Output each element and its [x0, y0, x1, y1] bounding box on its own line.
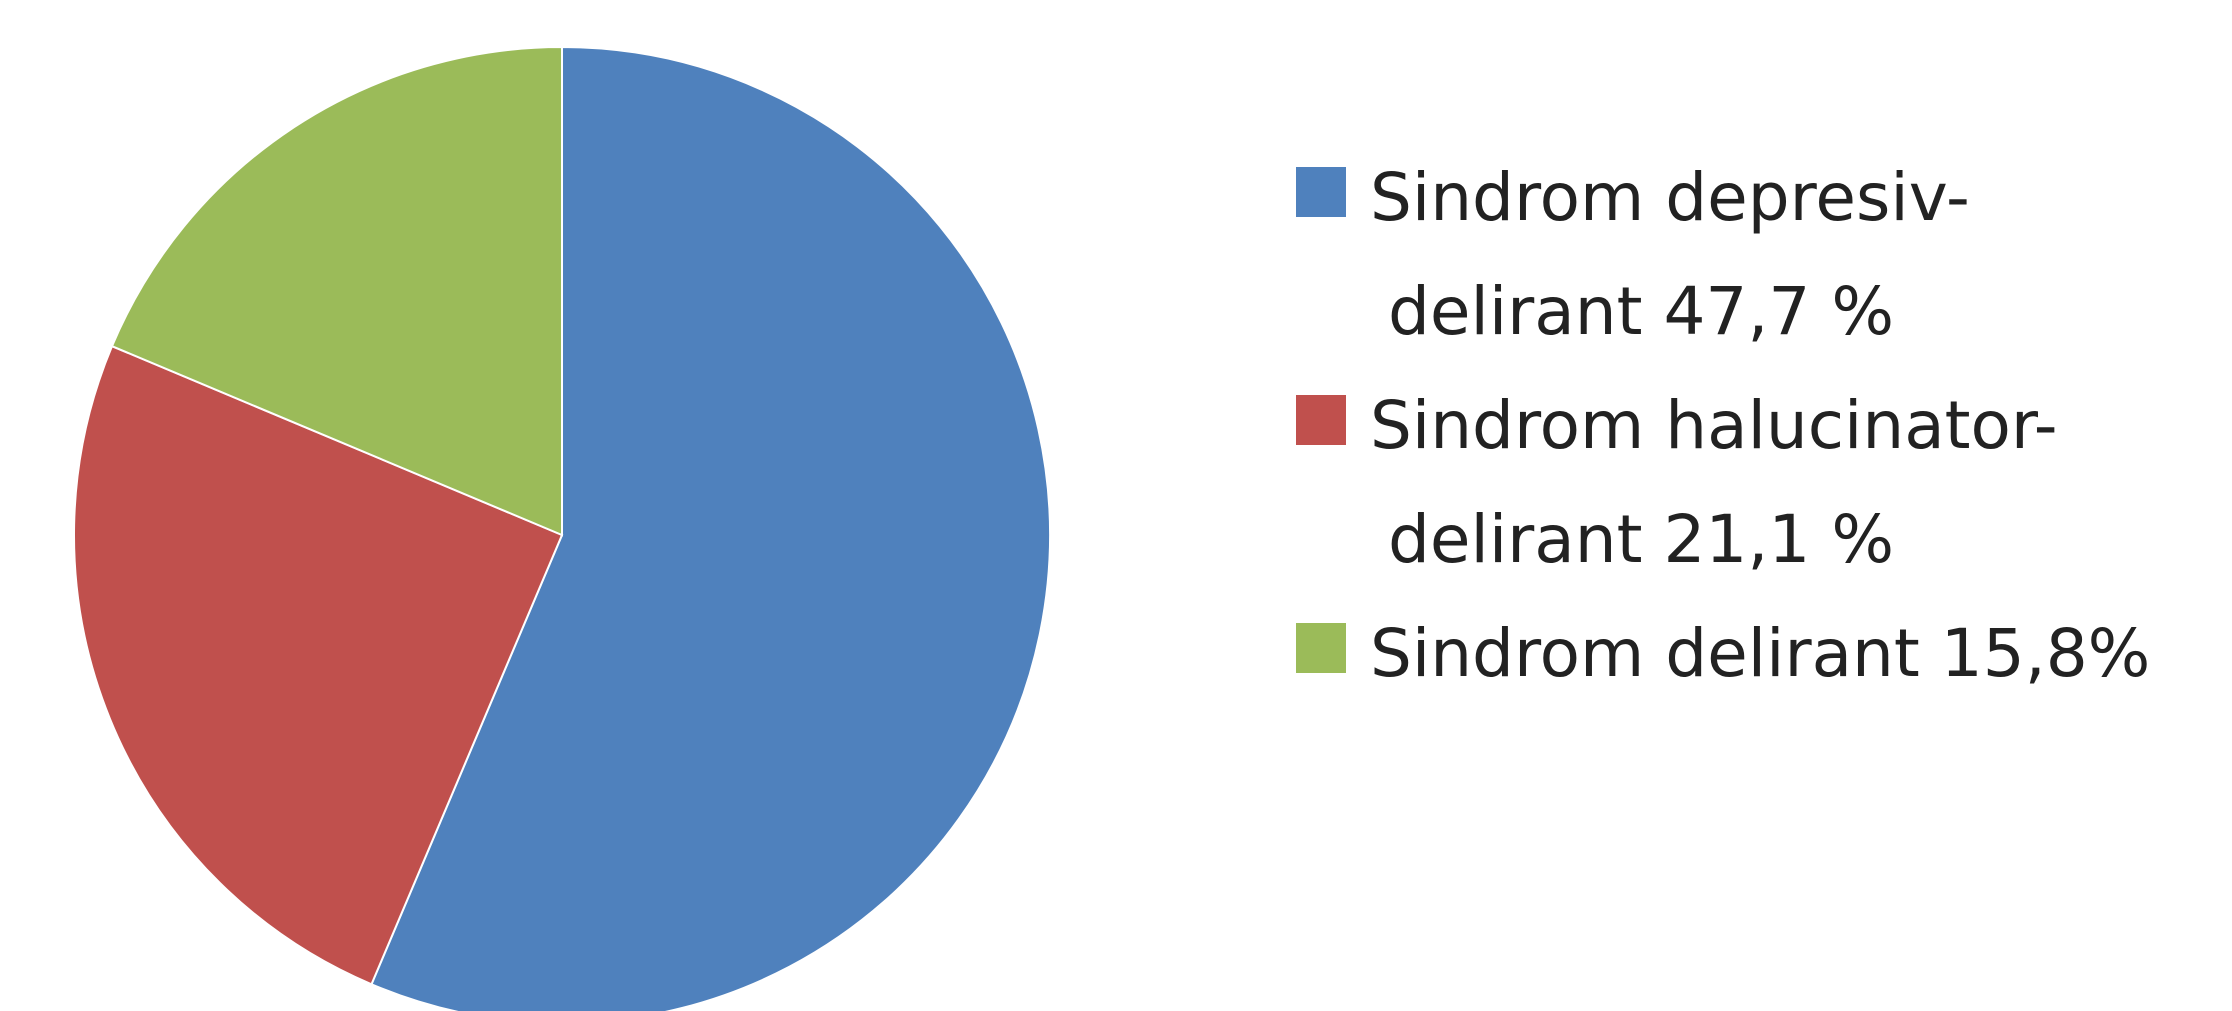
pie-slice-3 [110, 45, 563, 537]
pie-slice-2 [73, 344, 564, 986]
legend-label-1-line-2: delirant 47,7 % [1388, 273, 1894, 350]
legend-item-3: Sindrom delirant 15,8% [1296, 615, 2150, 692]
legend-swatch-1 [1296, 167, 1346, 217]
legend-label-1-line-1: Sindrom depresiv- [1370, 159, 1970, 236]
legend-label-2-line-1: Sindrom halucinator- [1370, 387, 2058, 464]
legend-swatch-2 [1296, 395, 1346, 445]
pie-slices [73, 45, 1051, 1011]
legend-item-2: Sindrom halucinator-delirant 21,1 % [1296, 387, 2058, 578]
legend-label-2-line-2: delirant 21,1 % [1388, 501, 1894, 578]
legend-label-3-line-1: Sindrom delirant 15,8% [1370, 615, 2150, 692]
legend: Sindrom depresiv-delirant 47,7 %Sindrom … [1296, 159, 2150, 692]
pie-slice-1 [370, 45, 1051, 1011]
legend-swatch-3 [1296, 623, 1346, 673]
legend-item-1: Sindrom depresiv-delirant 47,7 % [1296, 159, 1970, 350]
